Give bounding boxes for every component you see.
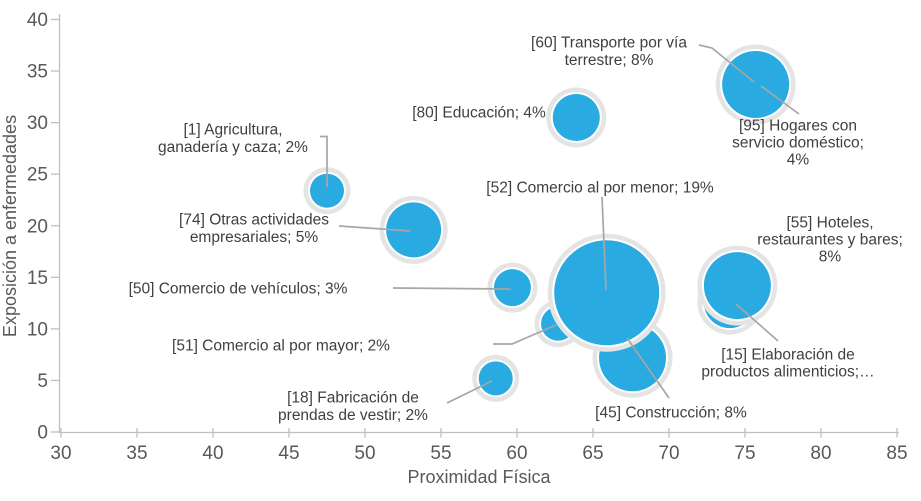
annotation-label-15: [15] Elaboración de productos alimenticio… <box>701 347 874 381</box>
annotation-line: [60] Transporte por vía <box>531 35 687 52</box>
x-tick-label: 45 <box>278 443 299 464</box>
y-tick-label: 40 <box>27 10 48 31</box>
annotation-line: terrestre; 8% <box>565 52 654 69</box>
axis-lines <box>58 14 899 434</box>
x-tick-label: 80 <box>810 443 831 464</box>
bubble-point <box>554 240 660 346</box>
leader-line-1 <box>320 135 328 187</box>
leader-line-15 <box>735 303 779 342</box>
y-tick-label: 35 <box>27 62 48 83</box>
annotation-line: empresariales; 5% <box>190 229 319 246</box>
x-tick-label: 75 <box>734 443 755 464</box>
annotation-line: 4% <box>787 152 810 169</box>
annotation-line: [1] Agricultura, <box>183 122 282 139</box>
annotation-label-1: [1] Agricultura, ganadería y caza; 2% <box>158 122 308 157</box>
bubble-point <box>386 202 442 258</box>
annotation-line: [50] Comercio de vehículos; 3% <box>129 281 348 298</box>
annotation-line: ganadería y caza; 2% <box>158 139 308 156</box>
annotation-line: [52] Comercio al por menor; 19% <box>486 180 714 197</box>
x-tick-label: 55 <box>430 443 451 464</box>
annotation-line: restaurantes y bares; <box>757 232 903 249</box>
leader-line-45 <box>626 337 670 399</box>
annotation-line: productos alimenticios;… <box>701 364 874 381</box>
leader-line-95 <box>760 85 800 115</box>
bubble-point <box>478 361 513 396</box>
bubble-point <box>703 252 771 320</box>
x-tick-label: 60 <box>506 443 527 464</box>
annotation-label-45: [45] Construcción; 8% <box>595 405 747 422</box>
annotation-label-60: [60] Transporte por vía terrestre; 8% <box>531 35 687 70</box>
annotation-label-55: [55] Hoteles, restaurantes y bares; 8% <box>757 215 903 266</box>
x-tick-label: 50 <box>354 443 375 464</box>
leader-line-51 <box>493 324 557 345</box>
leader-line-50 <box>392 287 512 290</box>
y-tick-label: 0 <box>37 423 48 444</box>
annotation-line: prendas de vestir; 2% <box>278 407 428 424</box>
annotation-label-52: [52] Comercio al por menor; 19% <box>486 180 714 197</box>
x-axis-title: Proximidad Física <box>407 467 551 487</box>
annotation-line: servicio doméstico; <box>732 135 864 152</box>
x-tick-label: 30 <box>50 443 71 464</box>
bubble-80 <box>546 87 607 148</box>
x-tick-label: 40 <box>202 443 223 464</box>
y-tick-label: 5 <box>37 371 48 392</box>
y-tick-label: 15 <box>27 268 48 289</box>
annotation-label-74: [74] Otras actividades empresariales; 5% <box>179 212 329 247</box>
annotation-line: [74] Otras actividades <box>179 212 329 229</box>
y-tick-label: 20 <box>27 216 48 237</box>
y-axis-title: Exposición a enfermedades <box>0 115 20 337</box>
bubble-point <box>493 269 531 307</box>
leader-line-52 <box>601 196 607 291</box>
x-tick-label: 70 <box>658 443 679 464</box>
y-tick-label: 10 <box>27 319 48 340</box>
leader-line-18 <box>446 380 493 404</box>
annotation-line: [45] Construcción; 8% <box>595 405 747 422</box>
bubble-50 <box>487 262 538 313</box>
annotation-line: [55] Hoteles, <box>786 215 873 232</box>
annotation-label-80: [80] Educación; 4% <box>412 105 546 122</box>
annotation-line: 8% <box>819 249 842 266</box>
annotation-line: [80] Educación; 4% <box>412 105 546 122</box>
bubble-52 <box>547 233 666 352</box>
x-tick-label: 85 <box>886 443 907 464</box>
bubble-point <box>310 173 344 208</box>
bubble-60 <box>715 44 796 125</box>
x-tick-label: 35 <box>126 443 147 464</box>
annotation-label-95: [95] Hogares con servicio doméstico; 4% <box>732 118 864 169</box>
annotation-line: [51] Comercio al por mayor; 2% <box>172 338 390 355</box>
leader-line-60 <box>698 44 755 83</box>
annotation-line: [18] Fabricación de <box>287 390 419 407</box>
bubble-74 <box>379 195 448 264</box>
x-tick-label: 65 <box>582 443 603 464</box>
annotation-line: [15] Elaboración de <box>721 347 855 364</box>
bubble-point <box>552 93 600 141</box>
bubble-point <box>722 50 790 118</box>
y-tick-label: 25 <box>27 165 48 186</box>
leader-line-74 <box>338 225 411 232</box>
annotation-label-50: [50] Comercio de vehículos; 3% <box>129 281 348 298</box>
annotation-label-51: [51] Comercio al por mayor; 2% <box>172 338 390 355</box>
bubble-55 <box>697 245 778 326</box>
bubble-18 <box>472 354 520 402</box>
annotation-line: [95] Hogares con <box>739 118 857 135</box>
annotation-label-18: [18] Fabricación de prendas de vestir; 2% <box>278 390 428 425</box>
y-tick-label: 30 <box>27 113 48 134</box>
bubble-1 <box>303 167 351 215</box>
